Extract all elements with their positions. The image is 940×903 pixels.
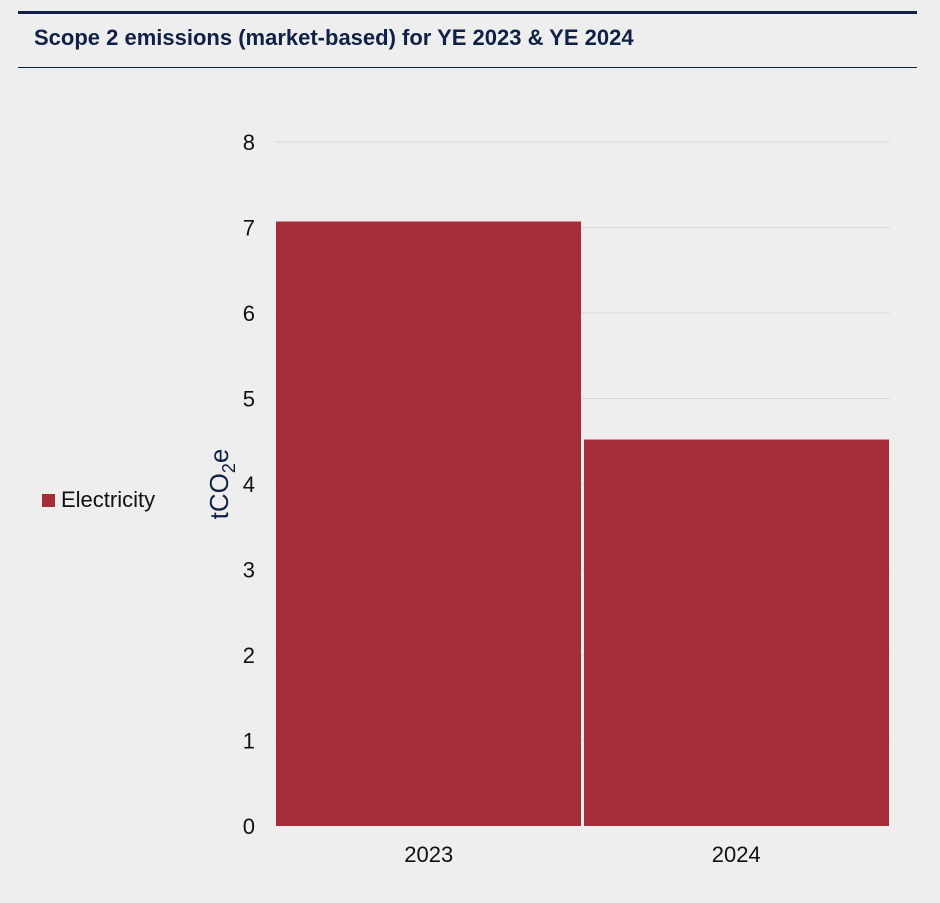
y-tick-label: 8	[243, 130, 255, 155]
bar-2023	[276, 221, 581, 826]
top-rule	[18, 11, 917, 14]
y-tick-label: 2	[243, 643, 255, 668]
y-axis-title-main: tCO	[204, 473, 234, 519]
chart-title: Scope 2 emissions (market-based) for YE …	[34, 25, 634, 50]
bar-2024	[584, 439, 889, 826]
y-tick-label: 5	[243, 387, 255, 412]
y-tick-label: 0	[243, 814, 255, 839]
y-axis-title-subscript: 2	[219, 463, 239, 473]
x-axis-ticks: 2023 2024	[404, 842, 760, 867]
y-tick-label: 3	[243, 558, 255, 583]
y-tick-label: 4	[243, 472, 255, 497]
y-axis-ticks: 0 1 2 3 4 5 6 7 8	[243, 130, 255, 839]
legend-label-electricity: Electricity	[61, 487, 156, 512]
y-tick-label: 1	[243, 729, 255, 754]
y-axis-title-tail: e	[204, 449, 234, 463]
bars	[276, 221, 889, 826]
legend: Electricity	[42, 487, 155, 513]
legend-swatch-electricity	[42, 493, 55, 507]
y-tick-label: 7	[243, 216, 255, 241]
x-tick-label-2023: 2023	[404, 842, 453, 867]
title-divider	[18, 67, 917, 68]
y-tick-label: 6	[243, 301, 255, 326]
y-axis-title: tCO2e	[204, 449, 239, 520]
x-tick-label-2024: 2024	[712, 842, 761, 867]
